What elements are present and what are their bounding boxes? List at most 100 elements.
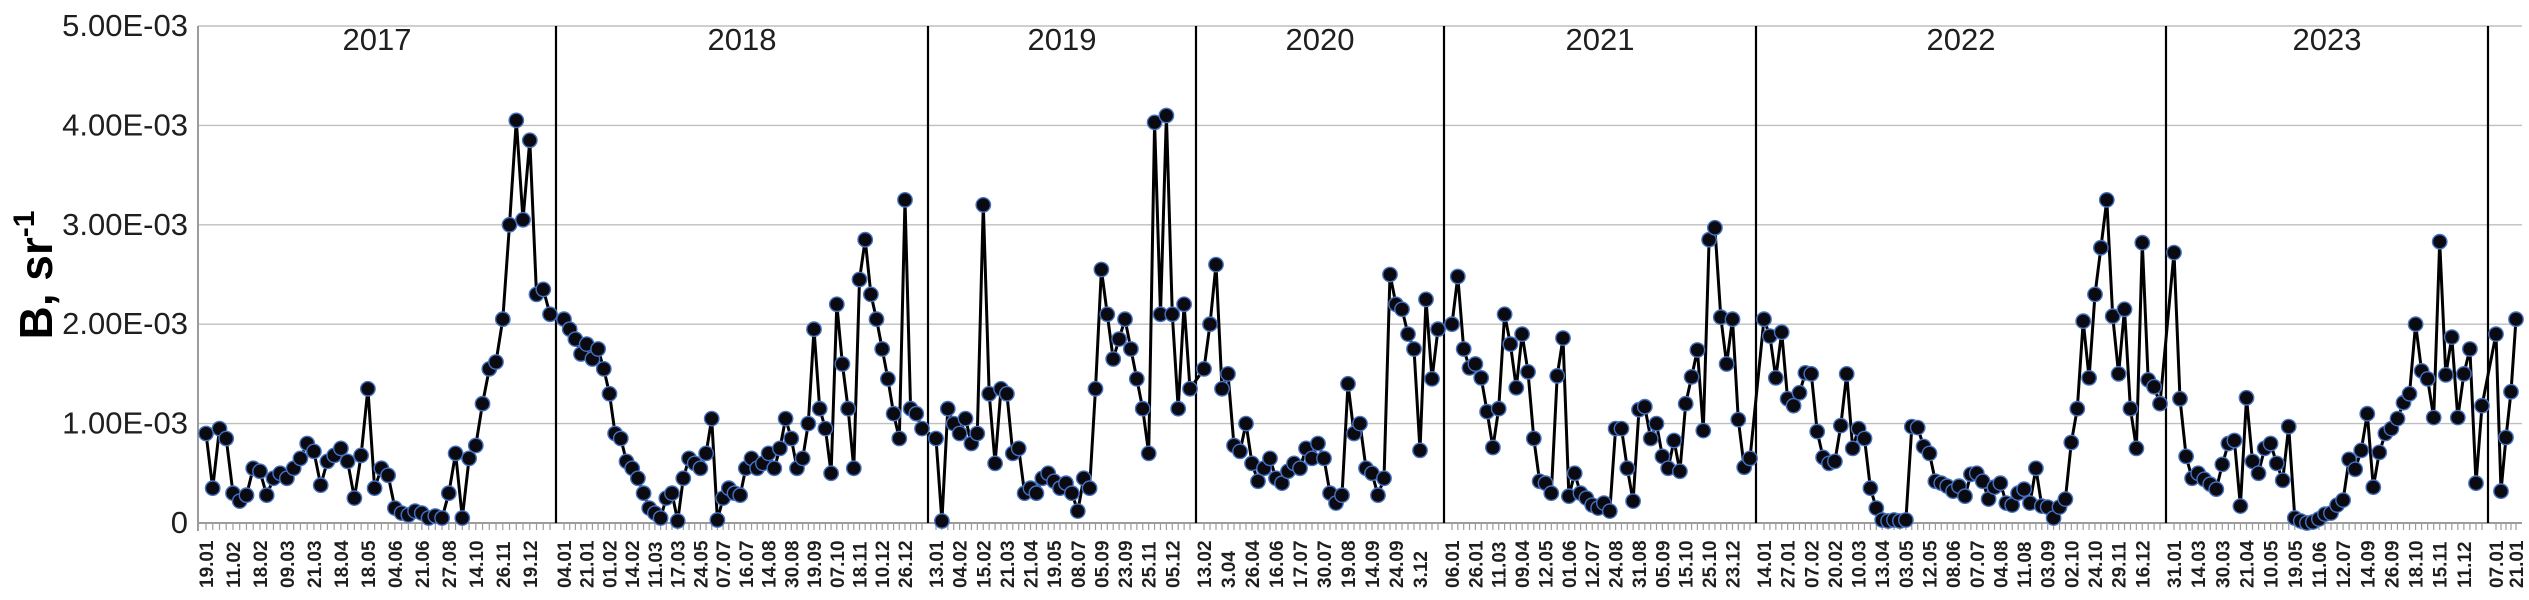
data-point [198,425,214,442]
x-tick-label: 09.03 [278,540,299,588]
data-point [535,281,552,298]
data-point [2359,405,2376,422]
data-point [2122,400,2139,417]
data-point [359,380,376,397]
data-point [1514,326,1531,342]
data-point [447,445,464,462]
year-label: 2021 [1566,22,1635,57]
data-point [999,385,1015,402]
y-tick-label: 3.00E-03 [62,207,188,242]
x-tick-label: 27.08 [440,540,461,588]
data-point [2128,440,2145,457]
x-tick-label: 3.04 [1219,551,1240,588]
x-tick-label: 02.10 [2062,540,2083,588]
data-point [897,191,913,208]
data-point [845,460,862,477]
x-tick-label: 14.02 [623,540,644,588]
data-point [2468,475,2484,492]
x-tick-label: 25.11 [1140,541,1161,588]
data-point [2419,370,2436,387]
data-point [1642,430,1659,447]
data-point [1791,384,1808,401]
data-point [1473,369,1490,386]
x-tick-label: 07.07 [714,540,735,588]
data-point [1394,301,1410,318]
data-point [339,453,356,470]
data-point [1262,450,1278,467]
data-point [1182,380,1198,397]
data-point [1921,445,1938,462]
data-point [1069,503,1086,519]
data-point [891,430,908,447]
data-point [880,370,896,387]
year-label: 2022 [1927,22,1996,57]
data-point [2443,329,2460,345]
x-tick-label: 19.05 [2286,540,2307,588]
data-point [346,490,363,506]
year-label: 2023 [2293,22,2362,57]
x-tick-label: 30.08 [782,540,803,588]
data-point [1406,341,1422,357]
data-point [1677,395,1694,412]
y-tick-label: 5.00E-03 [62,8,188,43]
data-point [709,512,726,528]
data-point [238,487,255,504]
data-point [1196,360,1212,377]
y-tick-label: 2.00E-03 [62,306,188,341]
data-point [2371,444,2388,461]
data-point [2214,456,2231,473]
data-point [2104,308,2121,325]
year-label: 2019 [1028,22,1097,57]
data-point [2503,383,2519,400]
data-point [1625,493,1642,509]
data-point [595,360,612,377]
data-point [2474,397,2490,414]
data-point [1455,341,1472,357]
data-point [2431,233,2448,250]
x-tick-label: 14.08 [760,540,781,588]
data-point [508,112,525,129]
data-point [1992,475,2009,492]
data-point [488,354,504,370]
x-tick-label: 24.09 [1387,540,1408,588]
data-point [1123,341,1139,357]
data-point [2226,432,2243,449]
data-point [1232,443,1248,460]
data-point [601,385,618,402]
data-point [1827,453,1843,470]
x-tick-label: 12.07 [2334,540,2355,588]
x-tick-label: 27.01 [1779,540,1800,588]
data-point [1543,485,1560,502]
data-point [312,477,329,494]
data-point [2508,311,2524,328]
data-point [1214,380,1230,397]
data-point [434,510,450,526]
x-tick-label: 16.07 [737,540,758,588]
data-point [1310,435,1326,452]
data-point [454,510,471,526]
data-point [252,463,268,480]
data-point [1862,480,1879,497]
data-point [1158,107,1175,124]
x-tick-label: 24.10 [2086,540,2107,588]
x-tick-label: 21.04 [2237,540,2258,588]
data-point [675,470,692,487]
data-point [1064,485,1080,502]
x-tick-label: 07.10 [828,540,849,588]
data-point [908,405,925,422]
x-tick-label: 21.01 [578,540,599,588]
x-tick-label: 17.07 [1291,540,1312,588]
data-point [2498,429,2514,446]
x-tick-label: 03.05 [1897,540,1918,588]
data-point [590,341,606,357]
data-point [939,400,956,417]
data-point [652,510,669,526]
data-point [218,430,235,447]
data-point [811,400,828,417]
x-tick-label: 21.06 [413,540,434,588]
data-point [440,485,457,502]
data-point [1666,432,1682,449]
x-tick-label: 10.05 [2262,540,2283,588]
data-point [1689,342,1706,358]
